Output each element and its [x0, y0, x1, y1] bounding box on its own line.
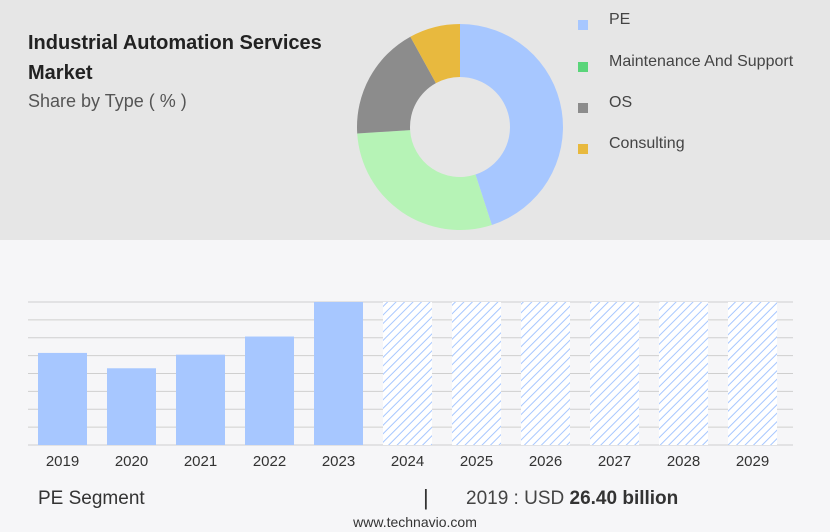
legend-label-os: OS — [609, 94, 633, 111]
value-amount: 26.40 billion — [569, 488, 679, 509]
segment-label: PE Segment — [38, 488, 145, 509]
legend-label-consulting: Consulting — [609, 135, 685, 152]
bar-2029 — [728, 302, 777, 445]
donut-slice-pe — [460, 24, 563, 225]
x-tick-label: 2029 — [736, 453, 769, 470]
segment-value: 2019 : USD 26.40 billion — [466, 488, 678, 510]
x-tick-label: 2020 — [115, 453, 148, 470]
bar-2027 — [590, 302, 639, 445]
legend-label-maintenance: Maintenance And Support — [609, 53, 794, 70]
chart-subtitle: Share by Type ( % ) — [28, 91, 187, 111]
bar-2026 — [521, 302, 570, 445]
legend-swatch-consulting — [578, 144, 588, 154]
bar-2020 — [107, 368, 156, 445]
donut-slice-consulting — [410, 24, 460, 84]
bar-2028 — [659, 302, 708, 445]
value-prefix: 2019 : USD — [466, 488, 565, 509]
bar-2023 — [314, 302, 363, 445]
x-tick-label: 2023 — [322, 453, 355, 470]
bar-2019 — [38, 352, 87, 445]
legend-swatch-os — [578, 103, 588, 113]
donut-slice-maintenance-support — [357, 130, 492, 230]
chart-title: Industrial Automation Services Market — [28, 32, 322, 84]
source-url: www.technavio.com — [353, 514, 477, 530]
footer-separator: | — [423, 485, 429, 510]
bar-2021 — [176, 354, 225, 445]
bar-chart: 2019 2020 2021 2022 2023 2024 2025 2026 2027 2028… — [28, 301, 793, 470]
legend-swatch-pe — [578, 20, 588, 30]
x-tick-label: 2025 — [460, 453, 493, 470]
x-tick-label: 2027 — [598, 453, 631, 470]
x-tick-label: 2026 — [529, 453, 562, 470]
bar-2022 — [245, 336, 294, 445]
donut-slice-os — [357, 36, 436, 134]
bar-2025 — [452, 302, 501, 445]
x-tick-label: 2021 — [184, 453, 217, 470]
x-tick-label: 2024 — [391, 453, 424, 470]
x-tick-label: 2019 — [46, 453, 79, 470]
donut-chart — [357, 24, 563, 230]
bar-2024 — [383, 302, 432, 445]
x-tick-label: 2022 — [253, 453, 286, 470]
x-tick-label: 2028 — [667, 453, 700, 470]
legend-label-pe: PE — [609, 11, 631, 28]
legend-swatch-maintenance — [578, 62, 588, 72]
